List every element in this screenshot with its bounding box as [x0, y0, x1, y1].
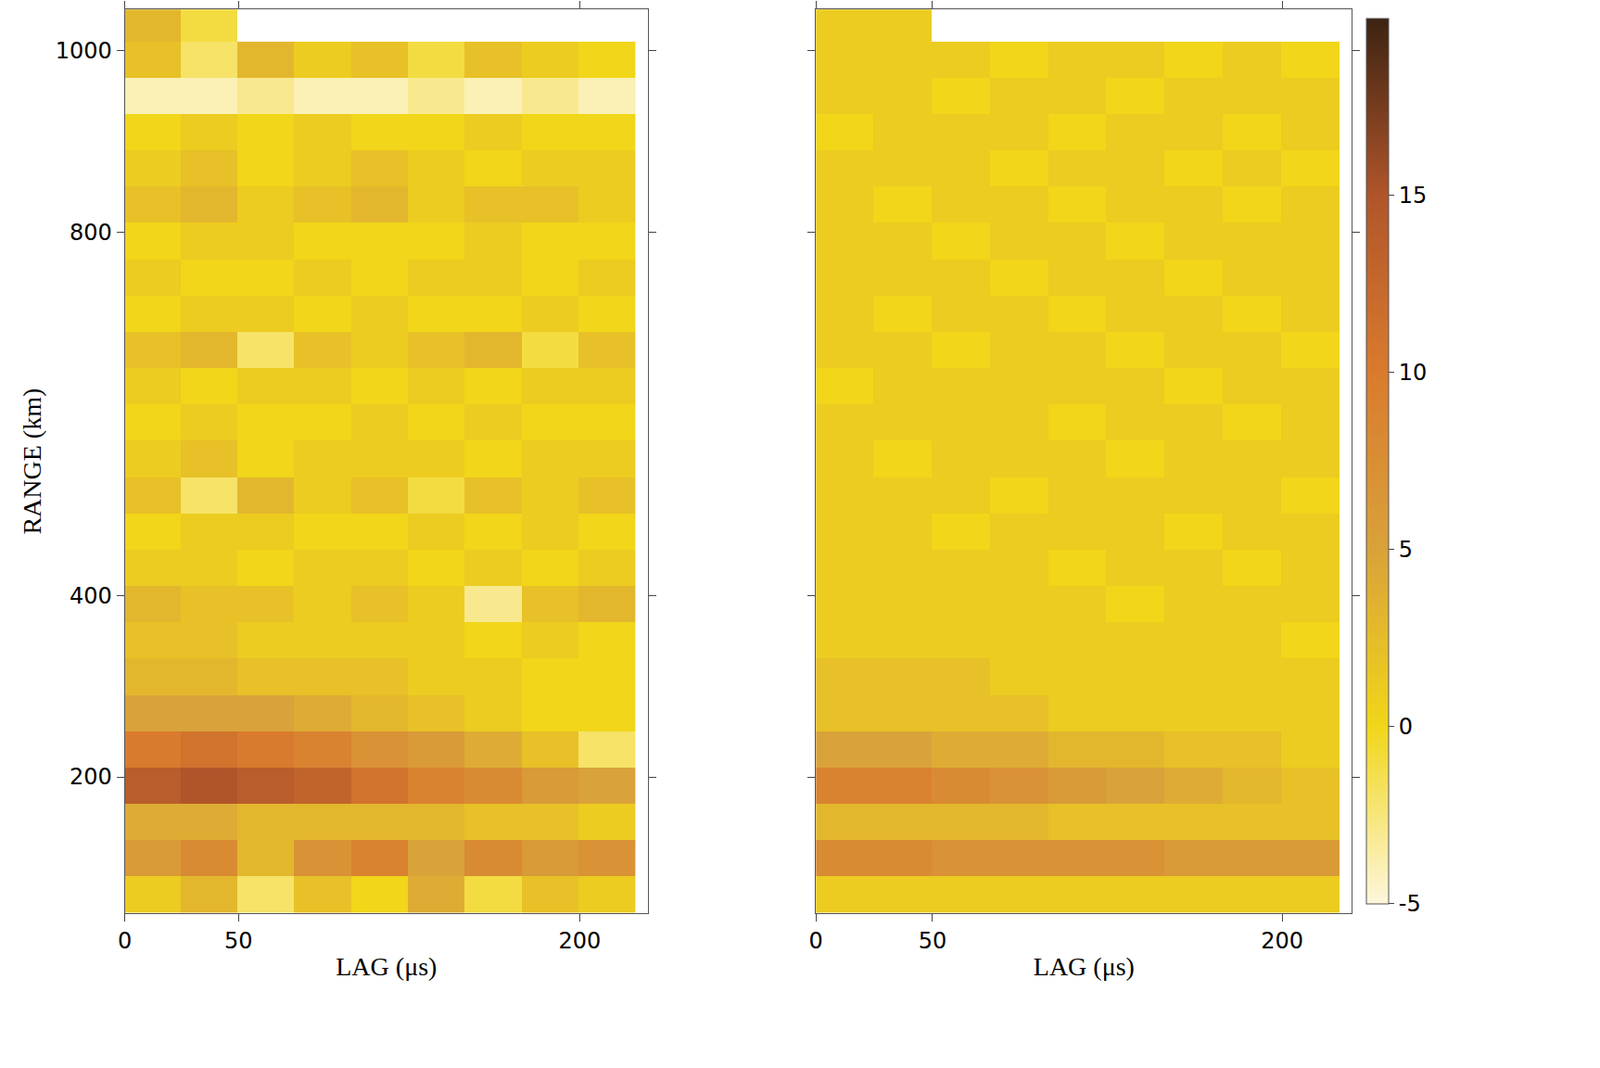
svg-text:15: 15: [1398, 182, 1428, 209]
svg-text:200: 200: [1260, 927, 1304, 954]
svg-text:RANGE (km): RANGE (km): [17, 388, 47, 535]
svg-text:0: 0: [117, 927, 132, 954]
svg-text:LAG (μs): LAG (μs): [1033, 952, 1135, 981]
svg-text:800: 800: [69, 219, 113, 246]
svg-text:200: 200: [69, 763, 113, 790]
svg-text:50: 50: [918, 927, 948, 954]
svg-text:0: 0: [809, 927, 824, 954]
svg-text:-5: -5: [1398, 890, 1422, 917]
svg-text:0: 0: [1398, 713, 1413, 740]
svg-text:1000: 1000: [55, 38, 113, 64]
svg-text:10: 10: [1398, 359, 1428, 386]
svg-text:5: 5: [1398, 536, 1413, 563]
svg-text:LAG (μs): LAG (μs): [335, 952, 437, 981]
svg-text:200: 200: [558, 927, 602, 954]
svg-text:400: 400: [69, 583, 113, 610]
svg-text:50: 50: [224, 927, 254, 954]
